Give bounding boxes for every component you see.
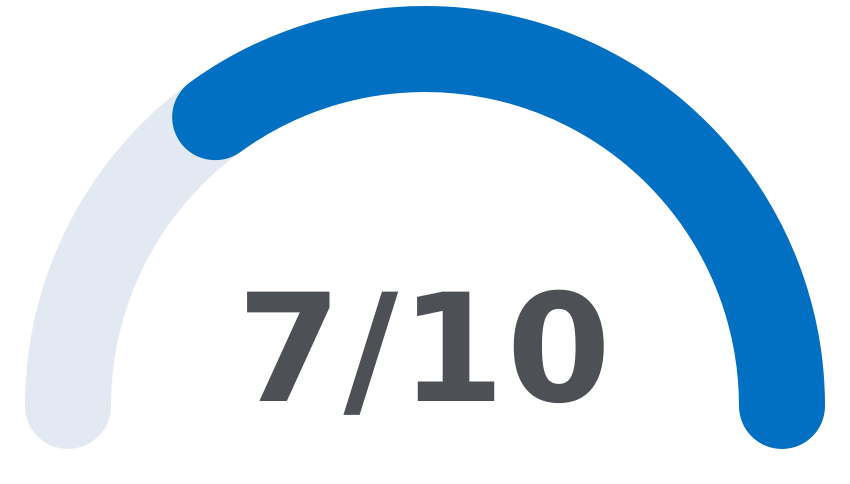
score-label: 7/10 bbox=[237, 263, 613, 437]
gauge-fill bbox=[172, 6, 825, 449]
